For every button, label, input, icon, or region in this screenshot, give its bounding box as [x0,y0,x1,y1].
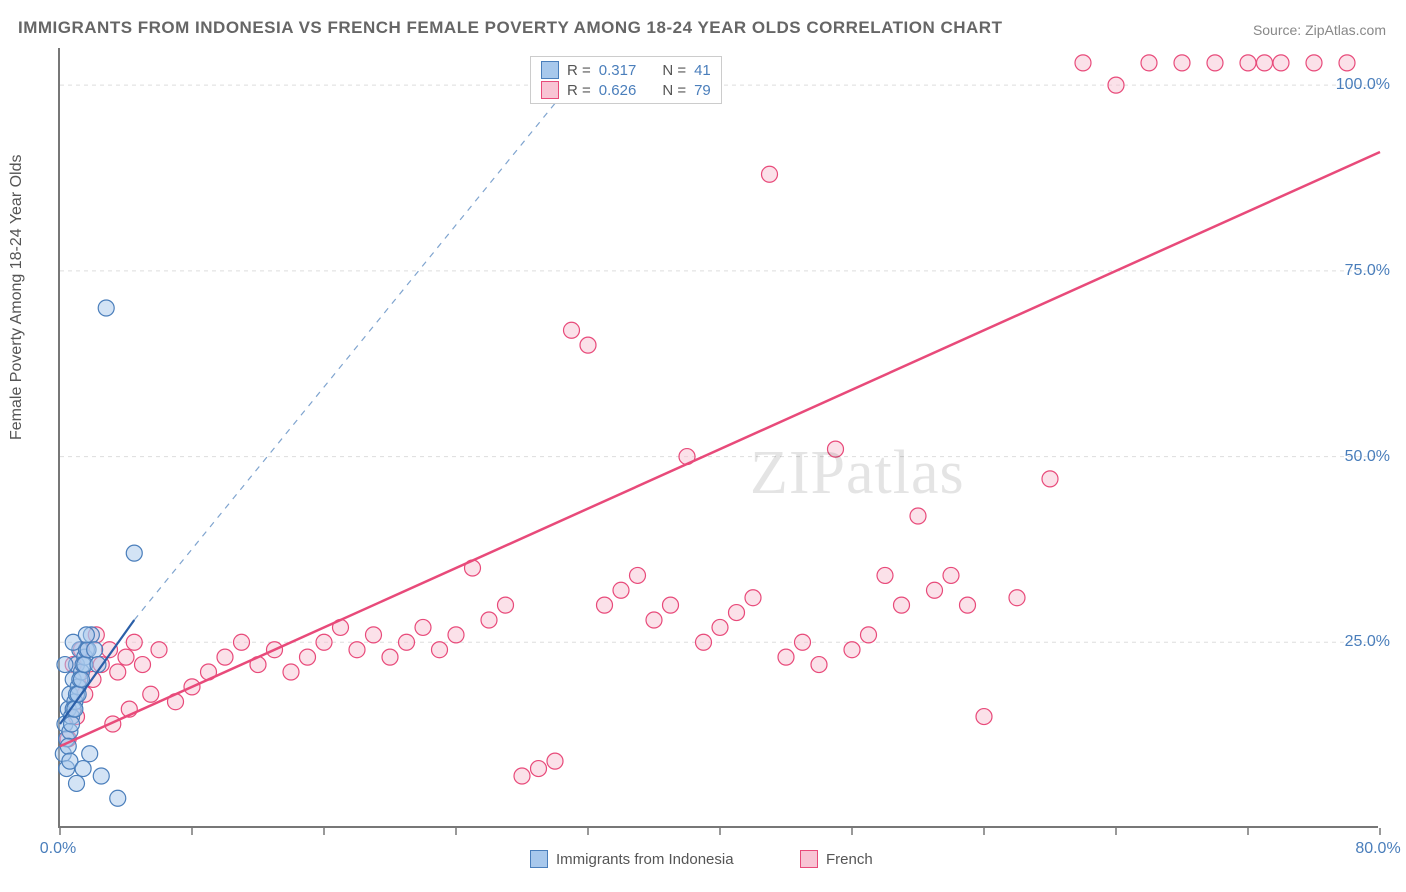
bottom-legend-indonesia: Immigrants from Indonesia [530,850,734,868]
legend-row-french: R = 0.626 N = 79 [541,81,711,99]
n-value-french: 79 [694,82,711,99]
swatch-french [541,81,559,99]
source-label: Source: ZipAtlas.com [1253,22,1386,38]
n-value-indonesia: 41 [694,62,711,79]
r-label: R = [567,82,591,99]
r-label: R = [567,62,591,79]
y-tick-label: 25.0% [1345,633,1390,651]
y-tick-label: 100.0% [1336,76,1390,94]
x-tick-label: 80.0% [1355,840,1400,858]
stats-legend: R = 0.317 N = 41 R = 0.626 N = 79 [530,56,722,104]
chart-container: IMMIGRANTS FROM INDONESIA VS FRENCH FEMA… [0,0,1406,892]
x-tick-label: 0.0% [40,840,76,858]
r-value-indonesia: 0.317 [599,62,637,79]
chart-title: IMMIGRANTS FROM INDONESIA VS FRENCH FEMA… [18,18,1002,38]
y-axis-label: Female Poverty Among 18-24 Year Olds [8,155,26,441]
legend-row-indonesia: R = 0.317 N = 41 [541,61,711,79]
swatch-indonesia [541,61,559,79]
y-tick-label: 50.0% [1345,448,1390,466]
n-label: N = [662,62,686,79]
r-value-french: 0.626 [599,82,637,99]
series-label-indonesia: Immigrants from Indonesia [556,851,734,868]
swatch-french-icon [800,850,818,868]
y-tick-label: 75.0% [1345,262,1390,280]
plot-area: ZIPatlas R = 0.317 N = 41 R = 0.626 N = … [58,48,1378,828]
swatch-indonesia-icon [530,850,548,868]
plot-svg [60,48,1380,828]
bottom-legend-french: French [800,850,873,868]
series-label-french: French [826,851,873,868]
n-label: N = [662,82,686,99]
